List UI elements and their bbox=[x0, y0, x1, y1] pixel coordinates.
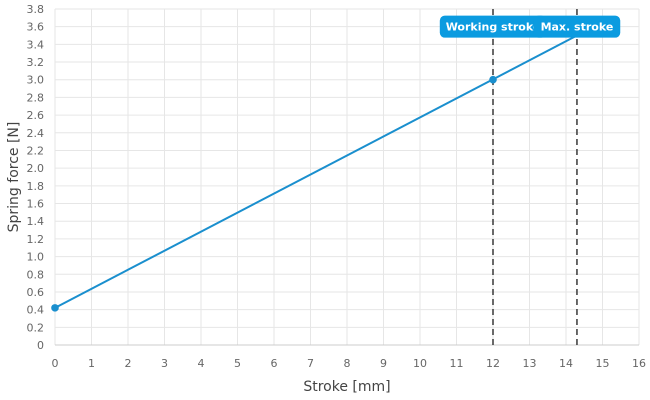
callout-label: Working stroke bbox=[446, 21, 541, 34]
y-tick-label: 1.2 bbox=[27, 233, 45, 246]
data-point[interactable] bbox=[489, 75, 497, 84]
y-tick-label: 0.2 bbox=[27, 321, 45, 334]
x-tick-label: 13 bbox=[523, 357, 537, 370]
callout-layer: Working stroke Max. stroke bbox=[439, 15, 621, 38]
y-tick-label: 1.4 bbox=[27, 215, 45, 228]
x-tick-label: 15 bbox=[596, 357, 610, 370]
x-tick-label: 0 bbox=[52, 357, 59, 370]
series-layer bbox=[54, 34, 578, 309]
x-axis-ticks: 0 1 2 3 4 5 6 7 8 9 10 11 12 13 14 15 16 bbox=[52, 357, 647, 370]
x-tick-label: 9 bbox=[380, 357, 387, 370]
x-tick-label: 14 bbox=[559, 357, 573, 370]
reference-lines bbox=[492, 9, 578, 345]
spring-force-line bbox=[54, 34, 578, 309]
x-tick-label: 16 bbox=[632, 357, 646, 370]
x-tick-label: 4 bbox=[198, 357, 205, 370]
y-tick-label: 3.6 bbox=[27, 21, 45, 34]
x-tick-label: 3 bbox=[161, 357, 168, 370]
data-point[interactable] bbox=[51, 304, 59, 312]
y-tick-label: 2.8 bbox=[27, 91, 45, 104]
callout-label: Max. stroke bbox=[541, 21, 614, 34]
y-tick-label: 0.6 bbox=[27, 286, 45, 299]
x-tick-label: 11 bbox=[450, 357, 464, 370]
y-tick-label: 3.2 bbox=[27, 56, 45, 69]
y-tick-label: 2.6 bbox=[27, 109, 45, 122]
y-tick-label: 1.6 bbox=[27, 198, 45, 211]
y-tick-label: 2.4 bbox=[27, 127, 45, 140]
x-tick-label: 6 bbox=[271, 357, 278, 370]
y-tick-label: 3.0 bbox=[27, 74, 45, 87]
x-axis-label: Stroke [mm] bbox=[303, 379, 390, 395]
y-tick-label: 0.4 bbox=[27, 304, 45, 317]
grid bbox=[54, 8, 640, 346]
callout-box bbox=[533, 15, 621, 38]
y-axis-ticks: 0 0.2 0.4 0.6 0.8 1.0 1.2 1.4 1.6 1.8 2.0 2.2 2.4 2.6… bbox=[27, 3, 45, 352]
x-tick-label: 5 bbox=[234, 357, 241, 370]
x-tick-label: 12 bbox=[486, 357, 500, 370]
y-tick-label: 1.0 bbox=[27, 251, 45, 264]
y-axis-label: Spring force [N] bbox=[6, 122, 22, 233]
y-tick-label: 3.8 bbox=[27, 3, 45, 16]
x-tick-label: 7 bbox=[307, 357, 314, 370]
y-tick-label: 2.0 bbox=[27, 162, 45, 175]
x-tick-label: 10 bbox=[413, 357, 427, 370]
y-tick-label: 2.2 bbox=[27, 144, 45, 157]
y-tick-label: 0.8 bbox=[27, 268, 45, 281]
marker-layer bbox=[51, 75, 497, 312]
y-tick-label: 0 bbox=[37, 339, 44, 352]
x-tick-label: 8 bbox=[344, 357, 351, 370]
reference-callout: Max. stroke bbox=[533, 15, 621, 38]
y-tick-label: 3.4 bbox=[27, 38, 45, 51]
x-tick-label: 1 bbox=[88, 357, 95, 370]
callout-box bbox=[439, 15, 547, 38]
y-tick-label: 1.8 bbox=[27, 180, 45, 193]
reference-callout: Working stroke bbox=[439, 15, 547, 38]
x-tick-label: 2 bbox=[125, 357, 132, 370]
